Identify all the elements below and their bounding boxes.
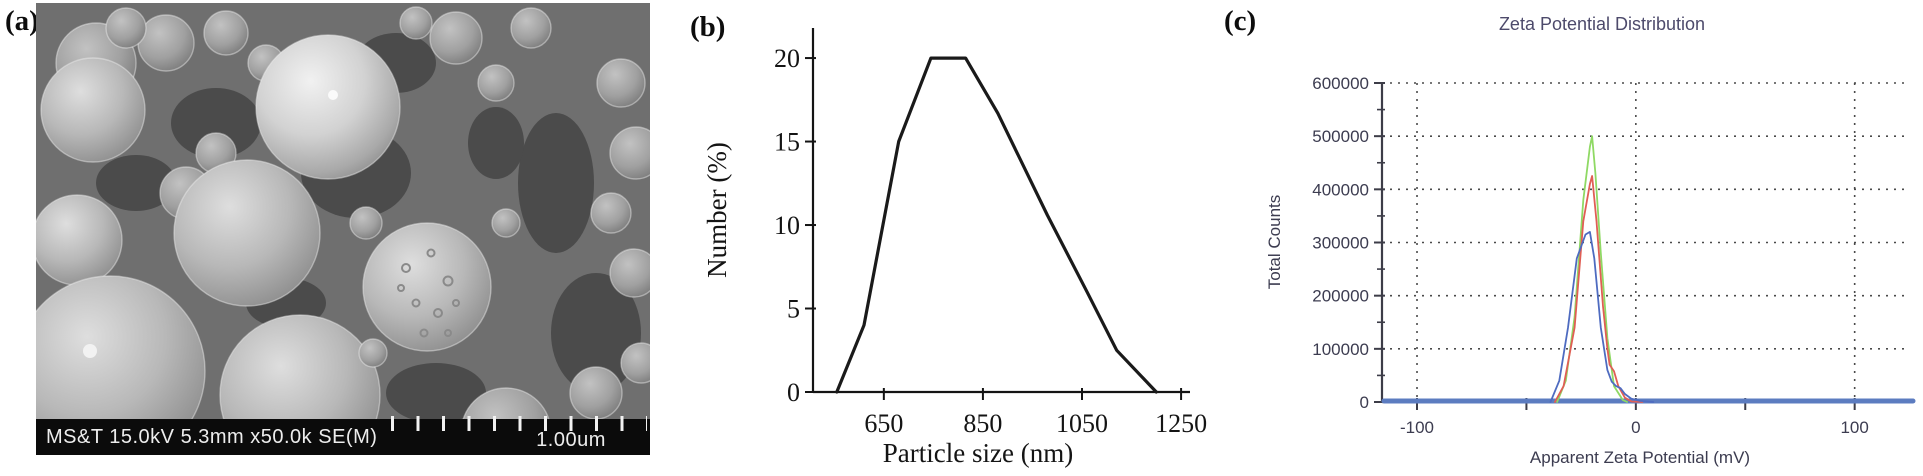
svg-text:0: 0 (787, 378, 800, 407)
svg-text:600000: 600000 (1312, 74, 1369, 93)
sem-metadata-text: MS&T 15.0kV 5.3mm x50.0k SE(M) (46, 426, 378, 448)
svg-text:850: 850 (963, 409, 1002, 438)
panel-a-label: (a) (5, 5, 39, 37)
record-blue (1549, 230, 1655, 403)
sem-scale-label: 1.00um (536, 429, 606, 451)
svg-text:1050: 1050 (1056, 409, 1108, 438)
particle-size-chart: 0 5 10 15 20 650 850 1050 1250 Number (%) Particle… (702, 28, 1207, 468)
svg-text:Total Counts: Total Counts (1265, 195, 1284, 290)
sem-micrograph: MS&T 15.0kV 5.3mm x50.0k SE(M) 1.00um (36, 3, 650, 455)
panel-b-label: (b) (690, 11, 726, 43)
panel-c-label: (c) (1224, 5, 1257, 37)
svg-text:20: 20 (774, 44, 800, 73)
sem-footer-bar: MS&T 15.0kV 5.3mm x50.0k SE(M) 1.00um (36, 416, 650, 455)
svg-text:10: 10 (774, 211, 800, 240)
svg-text:Zeta Potential Distribution: Zeta Potential Distribution (1499, 14, 1705, 34)
svg-text:100: 100 (1840, 418, 1868, 437)
svg-text:650: 650 (864, 409, 903, 438)
svg-text:Apparent Zeta Potential (mV): Apparent Zeta Potential (mV) (1530, 448, 1750, 467)
svg-text:Particle size (nm): Particle size (nm) (883, 438, 1073, 468)
svg-text:0: 0 (1631, 418, 1640, 437)
svg-text:300000: 300000 (1312, 233, 1369, 252)
svg-text:0: 0 (1360, 393, 1369, 412)
svg-text:5: 5 (787, 295, 800, 324)
svg-text:15: 15 (774, 128, 800, 157)
record-red (1553, 175, 1644, 403)
svg-text:100000: 100000 (1312, 340, 1369, 359)
sem-scalebar-ticks (391, 416, 647, 431)
record-green (1556, 135, 1629, 403)
svg-text:500000: 500000 (1312, 127, 1369, 146)
svg-text:1250: 1250 (1155, 409, 1207, 438)
svg-text:-100: -100 (1400, 418, 1434, 437)
svg-text:Number (%): Number (%) (702, 142, 732, 278)
svg-text:400000: 400000 (1312, 180, 1369, 199)
zeta-potential-chart: 0 100000 200000 300000 400000 500000 600000 -10… (1265, 14, 1916, 467)
svg-text:200000: 200000 (1312, 287, 1369, 306)
number-distribution (835, 56, 1158, 394)
sem-spheres-image (36, 3, 650, 455)
